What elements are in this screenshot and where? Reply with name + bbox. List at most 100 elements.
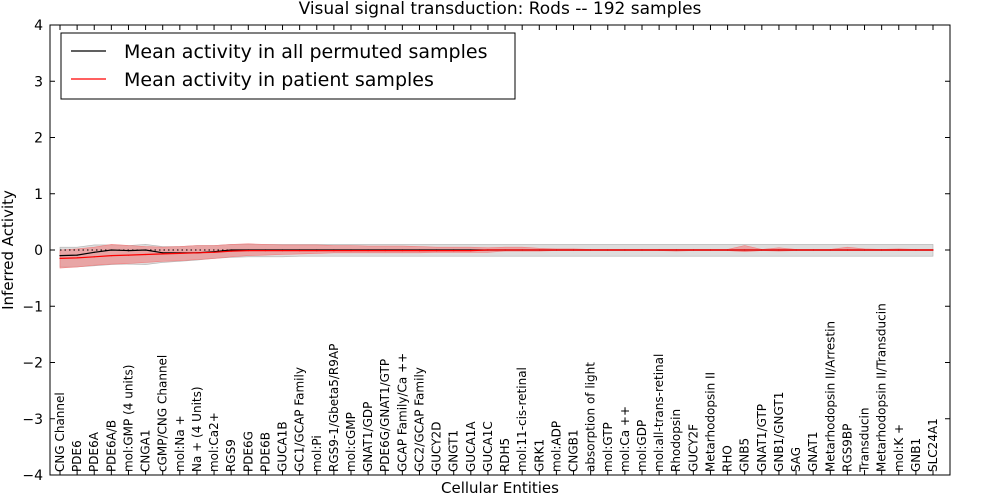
x-category-label: GNAT1/GTP — [755, 404, 769, 472]
x-category-label: GUCA1A — [464, 421, 478, 472]
x-category-label: GNB1/GNGT1 — [772, 392, 786, 472]
point-permuted-10 — [230, 249, 232, 251]
y-tick-label: −3 — [22, 412, 43, 428]
point-patient-49 — [898, 249, 900, 251]
x-category-label: CNGA1 — [139, 430, 153, 473]
x-category-label: GNAT1 — [806, 431, 820, 472]
point-patient-21 — [418, 250, 421, 252]
point-permuted-2 — [93, 251, 95, 253]
x-category-label: GUCY2F — [686, 424, 700, 472]
x-category-label: mol:all-trans-retinal — [652, 354, 666, 472]
x-axis-ticks: CNG Channel PDE6 PDE6A PDE6A/B mol:GMP (4 un… — [53, 25, 940, 475]
series-line-patient — [59, 249, 933, 259]
x-category-label: GCAP Family/Ca ++ — [395, 353, 409, 472]
point-patient-7 — [179, 252, 181, 254]
x-category-label: PDE6 — [70, 440, 84, 472]
point-patient-0 — [59, 257, 61, 259]
point-permuted-1 — [76, 254, 78, 256]
point-patient-45 — [829, 249, 831, 251]
point-patient-32 — [607, 249, 609, 251]
x-category-label: PDE6A/B — [104, 420, 118, 472]
point-permuted-4 — [127, 250, 130, 252]
x-category-label: GC2/GCAP Family — [413, 367, 427, 472]
legend: Mean activity in all permuted samples Me… — [60, 32, 516, 100]
point-patient-29 — [555, 249, 558, 251]
x-category-label: mol:GTP — [601, 422, 615, 472]
point-permuted-5 — [145, 249, 147, 251]
x-category-label: PDE6G — [241, 431, 255, 472]
y-tick-label: 4 — [34, 18, 43, 34]
point-patient-47 — [863, 249, 866, 251]
point-patient-6 — [162, 253, 164, 255]
y-tick-label: 2 — [34, 131, 43, 147]
point-patient-27 — [521, 249, 523, 251]
x-category-label: mol:Ca2+ — [207, 412, 221, 472]
x-category-label: GUCA1C — [481, 421, 495, 472]
point-patient-41 — [761, 249, 763, 251]
point-patient-22 — [436, 250, 438, 252]
legend-label-patient: Mean activity in patient samples — [124, 69, 434, 91]
point-patient-1 — [76, 257, 78, 259]
x-category-label: mol:cGMP — [344, 412, 358, 472]
x-category-label: mol:Na + — [173, 415, 187, 472]
x-category-label: absorption of light — [584, 362, 598, 472]
x-axis-label: Cellular Entities — [441, 479, 559, 497]
chart-title: Visual signal transduction: Rods -- 192 … — [299, 0, 702, 19]
x-category-label: SLC24A1 — [926, 418, 940, 472]
x-category-label: GRK1 — [532, 439, 546, 472]
x-category-label: mol:GMP (4 units) — [122, 365, 136, 472]
x-category-label: Metarhodopsin II/Transducin — [875, 303, 889, 472]
x-category-label: GNB1 — [909, 438, 923, 472]
point-permuted-3 — [110, 249, 112, 251]
point-patient-3 — [110, 255, 112, 257]
x-category-label: PDE6A — [87, 431, 101, 472]
point-patient-16 — [333, 250, 335, 252]
point-patient-36 — [675, 249, 677, 251]
point-permuted-0 — [59, 255, 61, 257]
point-patient-40 — [744, 249, 746, 251]
y-axis-ticks: −4 −3 −2 −1 0 1 2 3 4 — [22, 18, 950, 484]
x-category-label: RGS9-1/Gbeta5/R9AP — [327, 344, 341, 472]
point-patient-39 — [727, 249, 729, 251]
point-patient-10 — [230, 250, 232, 252]
y-tick-label: 1 — [34, 187, 43, 203]
x-category-label: mol:Ca ++ — [618, 406, 632, 472]
x-category-label: GUCY2D — [430, 422, 444, 472]
x-category-label: mol:11-cis-retinal — [515, 367, 529, 472]
x-category-label: PDE6B — [258, 432, 272, 472]
x-category-label: GUCA1B — [276, 421, 290, 472]
x-category-label: mol:Pi — [310, 435, 324, 472]
x-category-label: CNG Channel — [53, 392, 67, 472]
point-patient-51 — [932, 249, 934, 251]
point-patient-35 — [658, 249, 660, 251]
y-tick-label: −4 — [22, 468, 43, 484]
x-category-label: Na + (4 Units) — [190, 386, 204, 472]
point-patient-44 — [812, 249, 814, 251]
x-category-label: RHO — [721, 445, 735, 472]
x-category-label: cGMP/CNG Channel — [156, 355, 170, 472]
point-patient-11 — [247, 250, 249, 252]
x-category-label: SAG — [789, 447, 803, 472]
point-patient-5 — [145, 253, 147, 256]
point-patient-13 — [281, 250, 284, 252]
x-category-label: PDE6G/GNAT1/GTP — [378, 359, 392, 472]
point-patient-30 — [572, 249, 575, 251]
point-patient-23 — [453, 250, 455, 252]
point-patient-12 — [264, 250, 266, 252]
point-patient-37 — [692, 249, 695, 251]
y-tick-label: 3 — [34, 74, 43, 90]
point-patient-26 — [504, 249, 506, 251]
x-category-label: RGS9 — [224, 439, 238, 472]
y-tick-label: −1 — [22, 299, 43, 315]
x-category-label: mol:GDP — [635, 420, 649, 472]
point-patient-25 — [487, 249, 489, 251]
point-patient-18 — [367, 250, 369, 252]
point-patient-24 — [470, 250, 472, 252]
x-category-label: RDH5 — [498, 438, 512, 472]
point-patient-34 — [641, 249, 643, 251]
point-patient-28 — [538, 249, 540, 251]
point-patient-48 — [881, 249, 883, 251]
series-lines — [59, 249, 934, 259]
point-patient-2 — [93, 256, 95, 258]
x-category-label: Metarhodopsin II/Arrestin — [823, 321, 837, 472]
